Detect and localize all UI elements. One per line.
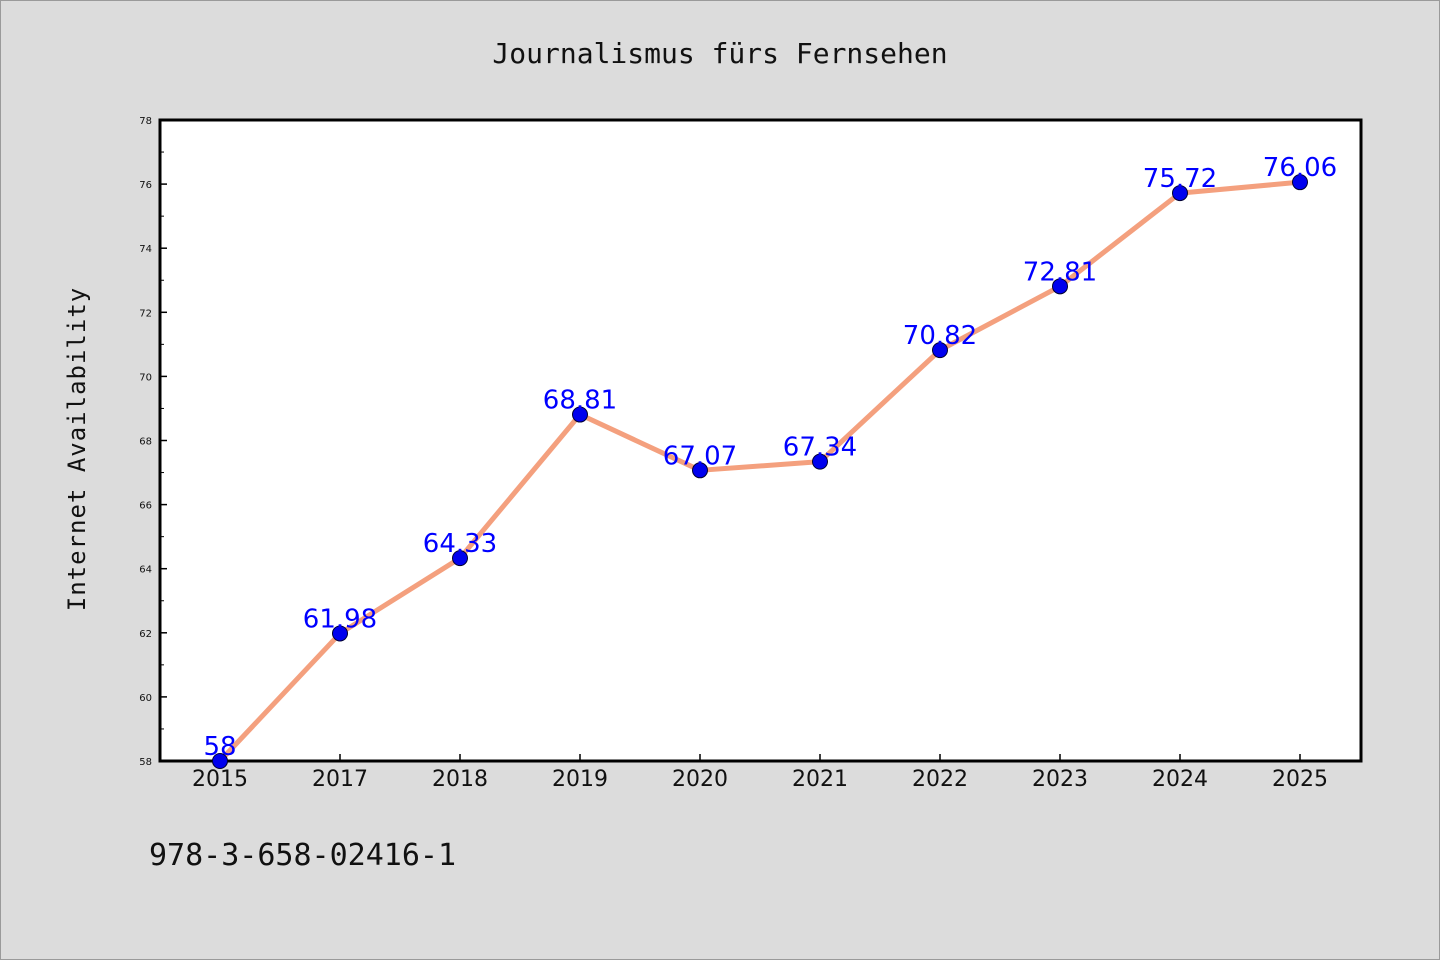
y-tick-label: 62 — [139, 629, 152, 640]
data-point — [452, 550, 468, 567]
data-point — [1292, 174, 1308, 191]
isbn-footer: 978-3-658-02416-1 — [149, 838, 456, 873]
data-label: 75.72 — [1143, 164, 1217, 194]
data-label: 67.07 — [663, 441, 737, 471]
x-tick-label: 2017 — [312, 767, 368, 792]
data-point — [1052, 278, 1068, 295]
y-tick-label: 66 — [139, 501, 152, 512]
y-tick-label: 58 — [139, 757, 152, 768]
y-tick-label: 64 — [139, 565, 152, 576]
x-tick-label: 2019 — [552, 767, 608, 792]
chart-title: Journalismus fürs Fernsehen — [492, 37, 947, 70]
y-axis-label: Internet Availability — [63, 287, 91, 611]
x-tick-label: 2021 — [792, 767, 848, 792]
plot-area — [158, 118, 1363, 763]
data-label: 70.82 — [903, 321, 977, 351]
y-tick-label: 70 — [139, 372, 152, 383]
data-point — [572, 406, 588, 423]
series-line — [217, 179, 1303, 764]
x-tick-label: 2023 — [1032, 767, 1088, 792]
y-axis-ticks: 58 60 62 64 66 68 70 72 74 76 78 — [139, 116, 167, 768]
x-tick-label: 2022 — [912, 767, 968, 792]
data-label: 76.06 — [1263, 153, 1337, 183]
data-label: 72.81 — [1023, 257, 1097, 287]
y-tick-label: 78 — [139, 116, 152, 127]
y-tick-label: 68 — [139, 437, 152, 448]
data-point — [1172, 185, 1188, 202]
data-point — [332, 625, 348, 642]
data-label: 67.34 — [783, 433, 857, 463]
data-point — [812, 453, 828, 470]
data-label: 68.81 — [543, 386, 617, 416]
data-point — [692, 462, 708, 479]
y-tick-label: 76 — [139, 180, 152, 191]
y-tick-label: 72 — [139, 308, 152, 319]
data-label: 64.33 — [423, 529, 497, 559]
x-tick-label: 2025 — [1272, 767, 1328, 792]
data-point — [212, 753, 228, 769]
x-tick-label: 2018 — [432, 767, 488, 792]
data-label: 61.98 — [303, 604, 377, 634]
x-tick-label: 2020 — [672, 767, 728, 792]
data-point — [932, 342, 948, 359]
y-tick-label: 74 — [139, 244, 152, 255]
x-tick-label: 2024 — [1152, 767, 1208, 792]
x-axis-ticks: 2015 2017 2018 2019 2020 2021 2022 2023 2024 2025 — [192, 754, 1328, 792]
data-label: 58 — [203, 732, 236, 762]
series-layer — [212, 174, 1308, 769]
y-tick-label: 60 — [139, 693, 152, 704]
data-labels: 58 61.98 64.33 68.81 67.07 67.34 70.82 72.81 75.… — [203, 153, 1337, 762]
x-tick-label: 2015 — [192, 767, 248, 792]
